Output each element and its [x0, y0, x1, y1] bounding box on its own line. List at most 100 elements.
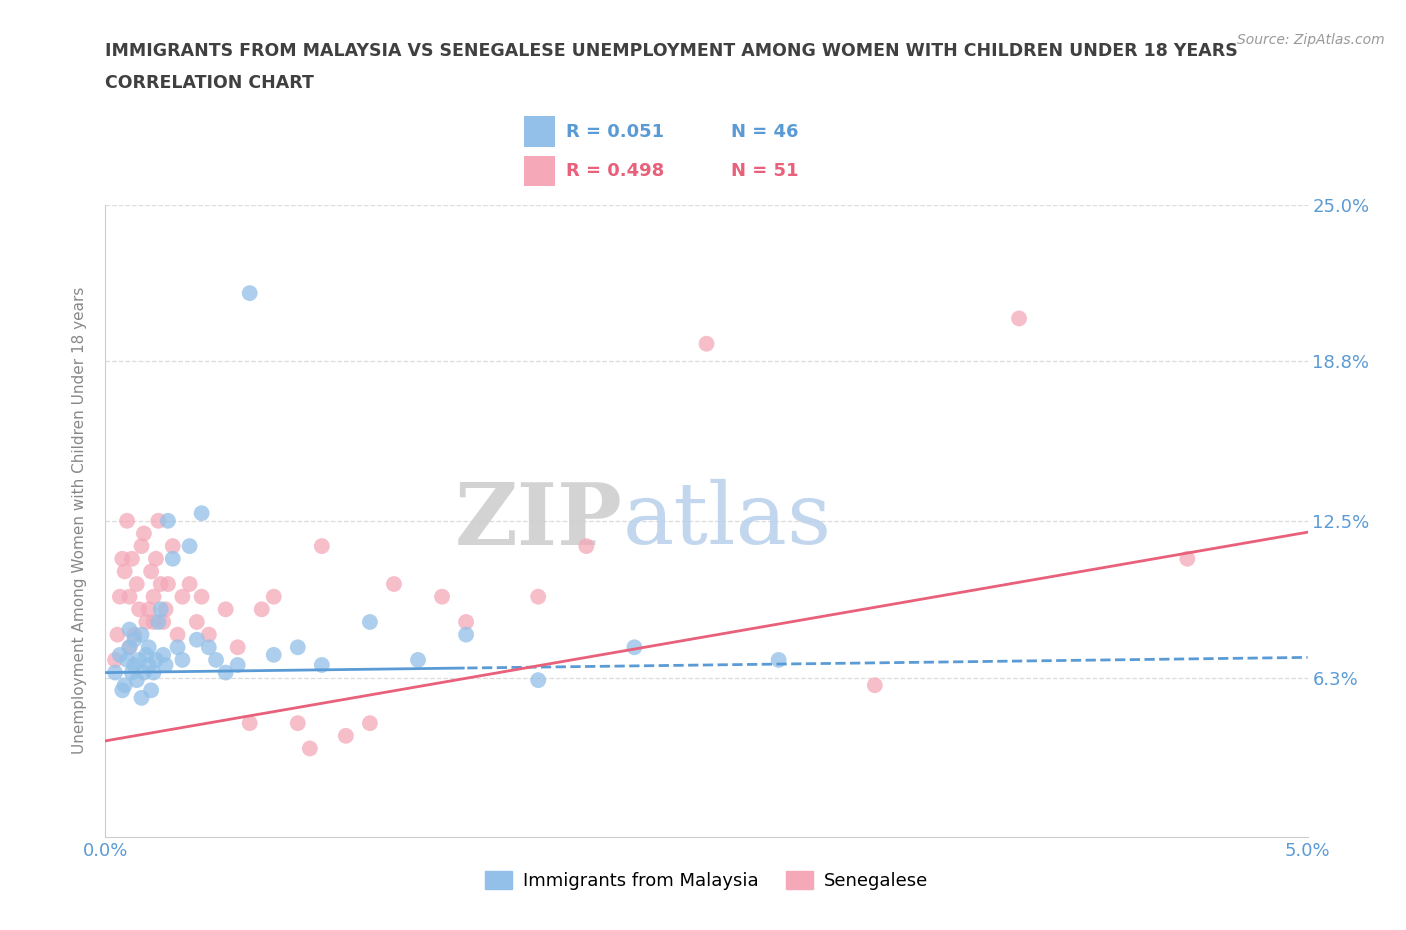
Point — [138, 658, 160, 672]
Point — [138, 640, 160, 655]
Point — [250, 602, 273, 617]
Point — [311, 658, 333, 672]
Text: CORRELATION CHART: CORRELATION CHART — [105, 74, 315, 92]
Point — [149, 577, 172, 591]
Point — [162, 551, 184, 566]
Point — [121, 551, 143, 566]
Point — [190, 590, 212, 604]
Point — [125, 672, 148, 687]
Point — [198, 640, 221, 655]
Text: R = 0.051: R = 0.051 — [565, 123, 664, 140]
Point — [135, 615, 157, 630]
Point — [142, 590, 165, 604]
Text: R = 0.498: R = 0.498 — [565, 163, 664, 180]
Point — [226, 658, 249, 672]
Point — [214, 665, 236, 680]
Point — [108, 590, 131, 604]
Point — [149, 602, 172, 617]
Point — [430, 590, 453, 604]
Point — [135, 647, 157, 662]
Point — [186, 632, 208, 647]
Bar — [523, 116, 555, 147]
Text: ZIP: ZIP — [454, 479, 623, 563]
Point — [768, 653, 790, 668]
Point — [382, 577, 405, 591]
Point — [1008, 311, 1031, 325]
Point — [118, 640, 141, 655]
Point — [124, 627, 146, 642]
Point — [131, 538, 153, 553]
Point — [406, 653, 429, 668]
Text: N = 51: N = 51 — [731, 163, 799, 180]
Point — [155, 658, 177, 672]
Point — [128, 602, 150, 617]
Point — [128, 653, 150, 668]
Point — [152, 615, 174, 630]
Point — [107, 627, 129, 642]
Point — [142, 665, 165, 680]
Point — [115, 513, 138, 528]
Point — [142, 615, 165, 630]
Bar — [523, 155, 555, 186]
Point — [527, 672, 550, 687]
Point — [162, 538, 184, 553]
Point — [114, 564, 136, 578]
Point — [156, 577, 179, 591]
Point — [205, 653, 228, 668]
Point — [118, 590, 141, 604]
Point — [138, 602, 160, 617]
Text: Source: ZipAtlas.com: Source: ZipAtlas.com — [1237, 33, 1385, 46]
Point — [131, 627, 153, 642]
Point — [132, 526, 155, 541]
Point — [166, 640, 188, 655]
Point — [125, 577, 148, 591]
Legend: Immigrants from Malaysia, Senegalese: Immigrants from Malaysia, Senegalese — [478, 864, 935, 897]
Point — [335, 728, 357, 743]
Point — [527, 590, 550, 604]
Point — [139, 564, 162, 578]
Point — [148, 615, 170, 630]
Point — [190, 506, 212, 521]
Point — [124, 632, 146, 647]
Point — [263, 590, 285, 604]
Point — [139, 683, 162, 698]
Point — [179, 538, 201, 553]
Point — [179, 577, 201, 591]
Point — [1175, 551, 1198, 566]
Point — [623, 640, 645, 655]
Point — [118, 640, 141, 655]
Text: IMMIGRANTS FROM MALAYSIA VS SENEGALESE UNEMPLOYMENT AMONG WOMEN WITH CHILDREN UN: IMMIGRANTS FROM MALAYSIA VS SENEGALESE U… — [105, 42, 1239, 60]
Point — [156, 513, 179, 528]
Point — [104, 653, 127, 668]
Point — [359, 716, 381, 731]
Point — [166, 627, 188, 642]
Point — [108, 647, 131, 662]
Point — [287, 716, 309, 731]
Point — [198, 627, 221, 642]
Point — [287, 640, 309, 655]
Point — [115, 653, 138, 668]
Point — [152, 647, 174, 662]
Point — [186, 615, 208, 630]
Point — [172, 653, 194, 668]
Point — [111, 683, 134, 698]
Y-axis label: Unemployment Among Women with Children Under 18 years: Unemployment Among Women with Children U… — [72, 287, 87, 754]
Point — [104, 665, 127, 680]
Point — [145, 551, 167, 566]
Point — [118, 622, 141, 637]
Point — [311, 538, 333, 553]
Point — [132, 665, 155, 680]
Point — [239, 716, 262, 731]
Point — [121, 665, 143, 680]
Point — [575, 538, 598, 553]
Point — [239, 286, 262, 300]
Point — [214, 602, 236, 617]
Text: atlas: atlas — [623, 479, 831, 563]
Point — [863, 678, 886, 693]
Point — [148, 513, 170, 528]
Point — [456, 627, 478, 642]
Point — [226, 640, 249, 655]
Point — [263, 647, 285, 662]
Point — [114, 678, 136, 693]
Point — [111, 551, 134, 566]
